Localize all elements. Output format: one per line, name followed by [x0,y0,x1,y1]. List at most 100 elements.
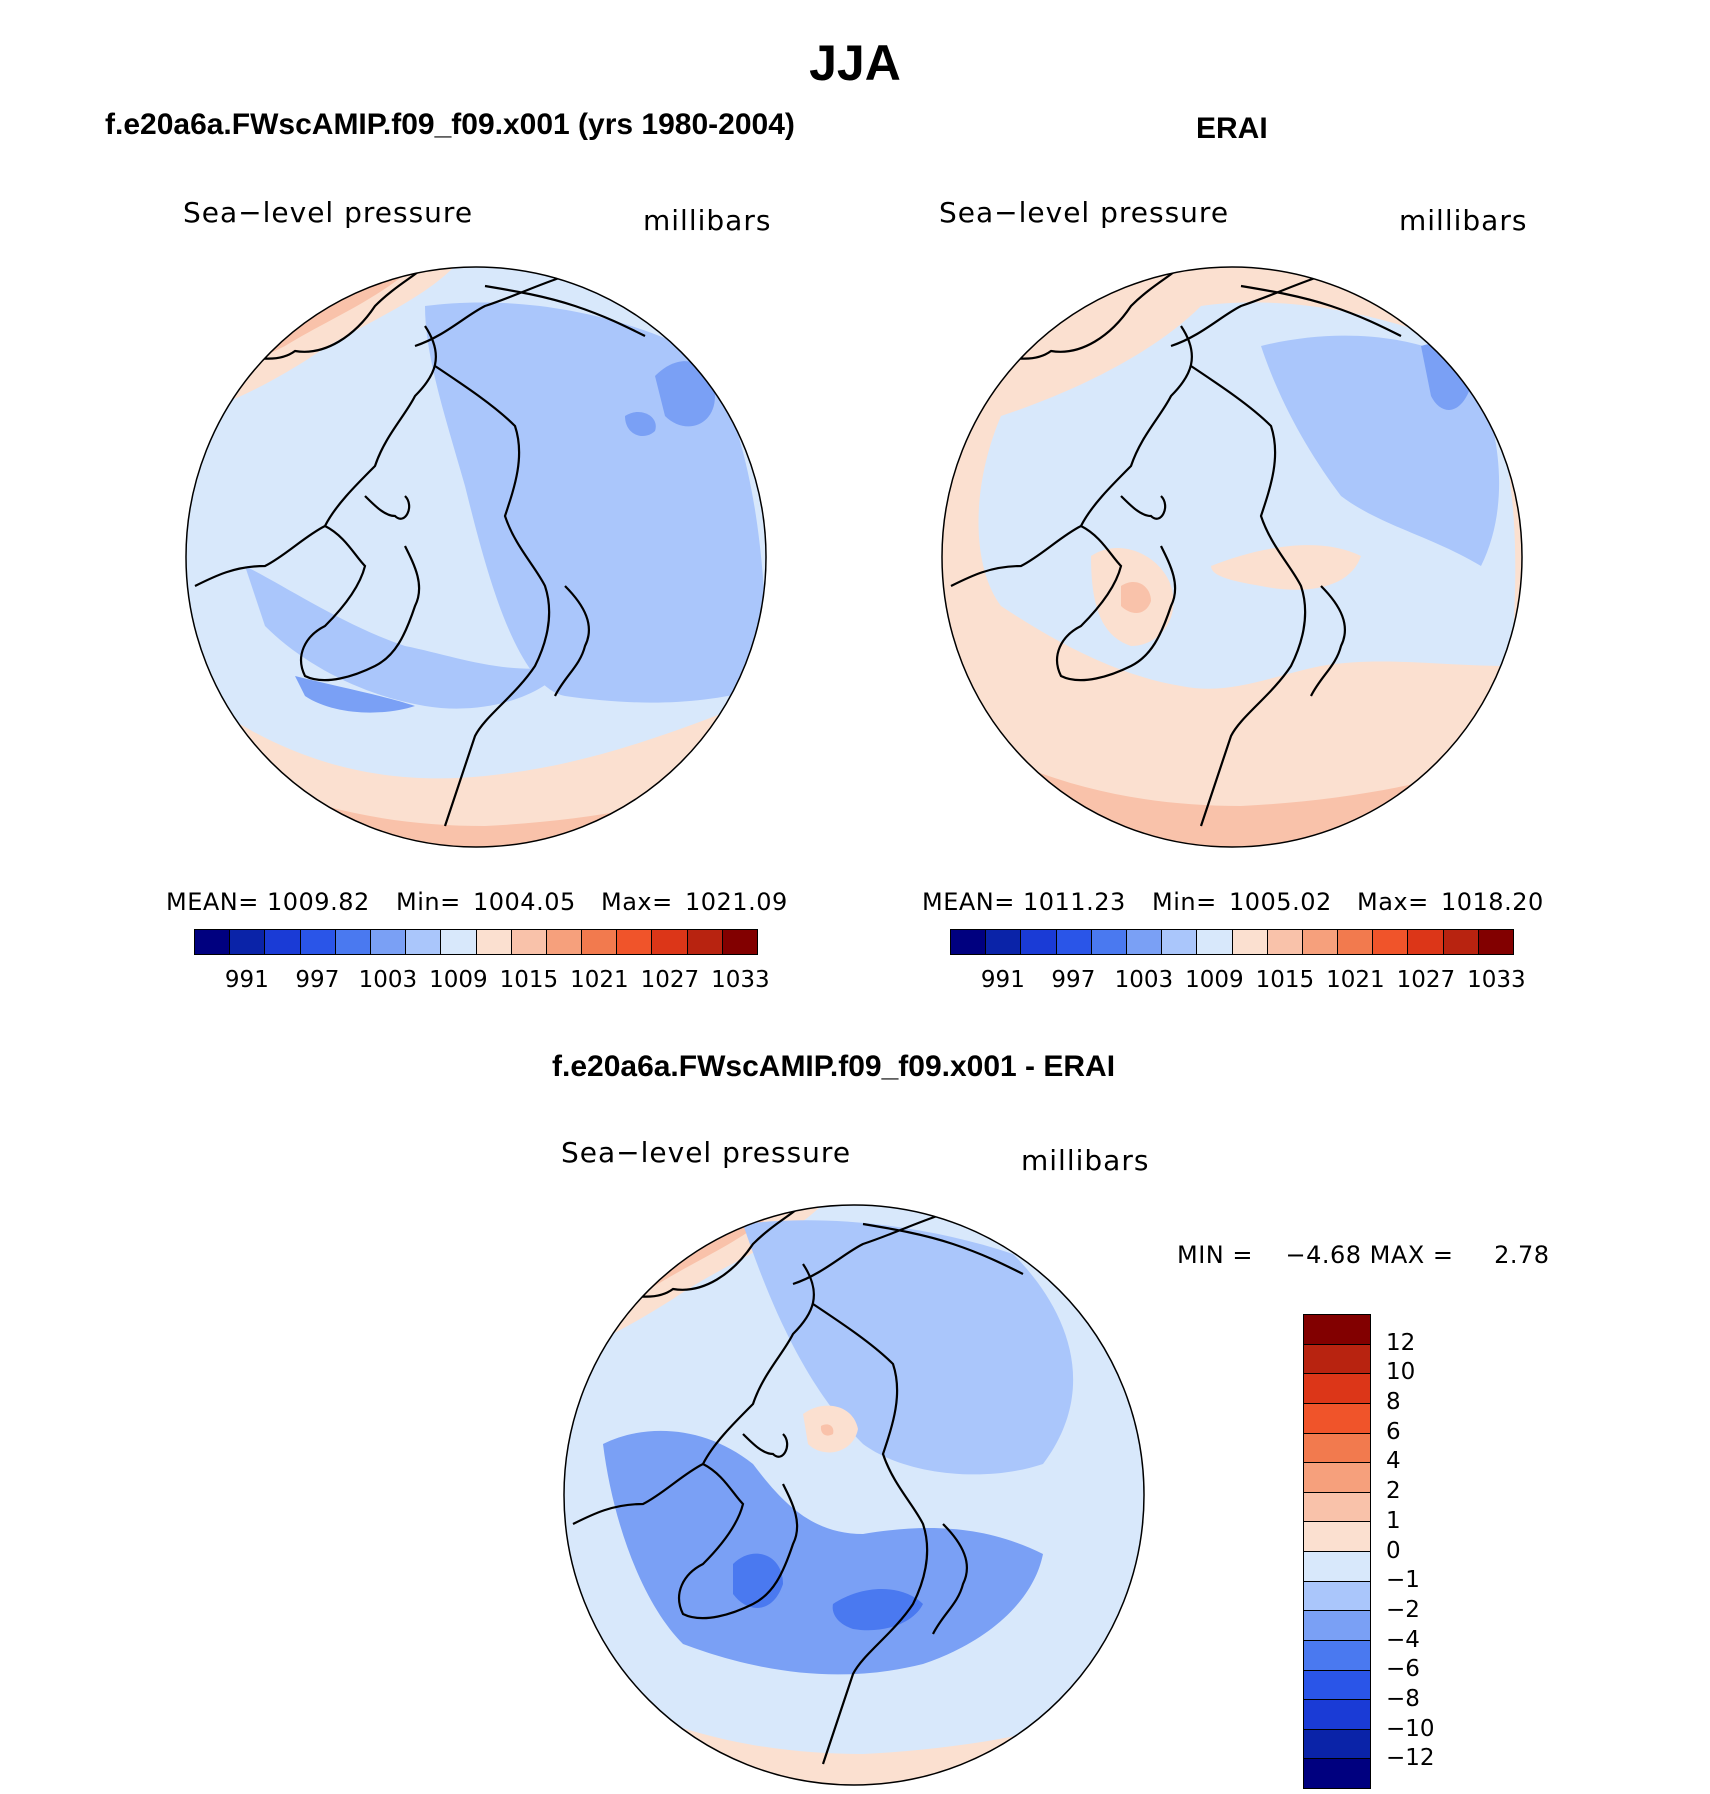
model-contour-low-east-2 [655,361,715,427]
colorbar-tick-label: 991 [224,967,269,993]
colorbar-swatch [300,930,336,954]
colorbar-swatch [1162,930,1198,954]
colorbar-tick-label: 1015 [1255,967,1315,993]
colorbar-swatch [1197,930,1233,954]
model-variable-label: Sea−level pressure [183,196,474,229]
colorbar-swatch [722,930,757,954]
colorbar-tick-label: 2 [1386,1478,1401,1505]
model-panel-title: f.e20a6a.FWscAMIP.f09_f09.x001 (yrs 1980… [105,108,795,141]
colorbar-swatch [1304,1344,1370,1375]
colorbar-swatch [687,930,723,954]
colorbar-swatch [986,930,1022,954]
colorbar-swatch [1304,1759,1370,1788]
colorbar-swatch [1021,930,1057,954]
diff-minmax-label: MIN = −4.68 MAX = 2.78 [1177,1241,1550,1269]
colorbar-tick-label: 997 [295,967,340,993]
obs-max-value: 1018.20 [1441,888,1544,916]
model-mean-value: 1009.82 [267,888,370,916]
colorbar-tick-label: −12 [1386,1745,1435,1772]
diff-contour-low-east [743,1220,1074,1475]
colorbar-tick-label: 1033 [711,967,770,993]
colorbar-tick-label: −8 [1386,1685,1420,1712]
colorbar-tick-label: 1033 [1467,967,1526,993]
model-max-label: Max= [601,888,673,916]
colorbar-swatch [1304,1611,1370,1641]
colorbar-tick-label: −4 [1386,1626,1420,1653]
model-colorbar-ticks: 991 997 1003 1009 1015 1021 1027 1033 [194,967,770,997]
colorbar-tick-label: 1021 [1326,967,1385,993]
obs-mean-value: 1011.23 [1023,888,1126,916]
obs-colorbar-ticks: 991 997 1003 1009 1015 1021 1027 1033 [950,967,1526,997]
figure-title: JJA [809,35,901,91]
diff-contour-low-greenland [733,1553,783,1608]
colorbar-tick-label: 1027 [1396,967,1456,993]
colorbar-swatch [1302,930,1339,954]
colorbar-swatch [1304,1700,1370,1730]
colorbar-swatch [1408,930,1444,954]
diff-contour-high-pole-2 [820,1424,834,1436]
colorbar-tick-label: 4 [1386,1448,1401,1475]
model-contour-low-southwest-2 [295,676,415,713]
colorbar-swatch [1304,1640,1370,1671]
obs-panel-title: ERAI [1196,112,1268,145]
colorbar-swatch [441,930,477,954]
obs-polar-map [941,266,1523,848]
model-max-value: 1021.09 [685,888,788,916]
colorbar-swatch [582,930,618,954]
colorbar-tick-label: −10 [1386,1715,1435,1742]
colorbar-swatch [195,930,231,954]
colorbar-tick-label: 1021 [570,967,629,993]
obs-contour-high-siberia [1211,545,1361,590]
colorbar-tick-label: −2 [1386,1596,1420,1623]
colorbar-tick-label: 991 [980,967,1025,993]
colorbar-tick-label: 6 [1386,1418,1401,1445]
colorbar-swatch [1304,1403,1370,1434]
colorbar-tick-label: 1015 [499,967,559,993]
colorbar-tick-label: 0 [1386,1537,1401,1564]
colorbar-swatch [1056,930,1092,954]
colorbar-swatch [1304,1552,1370,1582]
diff-colorbar [1303,1314,1371,1789]
colorbar-swatch [1091,930,1127,954]
colorbar-swatch [1443,930,1479,954]
model-polar-map [185,266,767,848]
colorbar-swatch [951,930,987,954]
diff-polar-map [563,1204,1145,1786]
colorbar-tick-label: −6 [1386,1656,1420,1683]
obs-units-label: millibars [1399,204,1528,237]
colorbar-swatch [406,930,442,954]
model-units-label: millibars [643,204,772,237]
colorbar-swatch [1304,1463,1370,1493]
diff-units-label: millibars [1021,1144,1150,1177]
colorbar-tick-label: 997 [1051,967,1096,993]
diff-contour-low-ring [603,1430,1043,1675]
diff-colorbar-ticks: 12 10 8 6 4 2 1 0 −1 −2 −4 −6 −8 −10 −12 [1386,1314,1466,1789]
colorbar-swatch [1478,930,1513,954]
diff-variable-label: Sea−level pressure [561,1136,852,1169]
colorbar-tick-label: −1 [1386,1567,1420,1594]
colorbar-swatch [1304,1670,1370,1701]
colorbar-swatch [1267,930,1303,954]
colorbar-swatch [1304,1522,1370,1552]
colorbar-swatch [1373,930,1409,954]
colorbar-tick-label: 1 [1386,1507,1401,1534]
colorbar-tick-label: 10 [1386,1359,1416,1386]
colorbar-swatch [1338,930,1374,954]
diff-coastlines [572,1205,1137,1765]
obs-mean-label: MEAN= [922,888,1015,916]
colorbar-tick-label: 1009 [1185,967,1244,993]
model-colorbar [194,929,758,955]
colorbar-tick-label: 1027 [640,967,700,993]
colorbar-swatch [511,930,547,954]
colorbar-swatch [1304,1581,1370,1612]
colorbar-tick-label: 1003 [1114,967,1174,993]
obs-min-label: Min= [1152,888,1217,916]
diff-panel-title: f.e20a6a.FWscAMIP.f09_f09.x001 - ERAI [552,1050,1116,1083]
colorbar-swatch [476,930,512,954]
obs-contour-high-greenland-2 [1121,581,1151,613]
colorbar-swatch [1232,930,1268,954]
obs-variable-label: Sea−level pressure [939,196,1230,229]
colorbar-swatch [1304,1315,1370,1345]
colorbar-swatch [546,930,583,954]
model-contour-low-east-3 [625,411,656,436]
